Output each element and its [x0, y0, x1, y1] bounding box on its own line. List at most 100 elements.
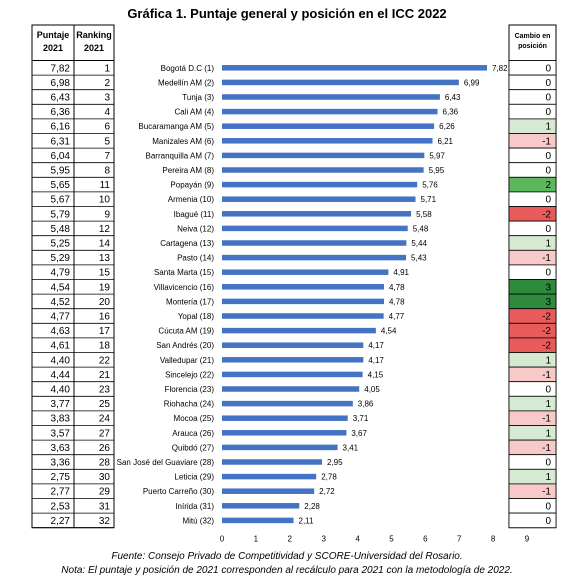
ranking-2021-cell: 12 [99, 224, 111, 235]
ranking-2021-cell: 32 [99, 516, 111, 527]
bar-value-label: 5,95 [429, 166, 445, 175]
bar-value-label: 5,48 [413, 224, 429, 233]
puntaje-2021-cell: 5,95 [51, 166, 71, 177]
bar [222, 225, 408, 232]
cambio-value: 0 [545, 151, 551, 162]
bar-value-label: 5,44 [411, 239, 427, 248]
cambio-value: 1 [545, 472, 551, 483]
category-label: Villavicencio (16) [154, 283, 215, 292]
ranking-2021-cell: 14 [99, 239, 111, 250]
ranking-2021-cell: 1 [104, 63, 110, 74]
puntaje-2021-cell: 6,36 [51, 107, 71, 118]
bar [222, 211, 412, 217]
puntaje-header-line1: Puntaje [37, 30, 70, 40]
category-label: Leticia (29) [174, 473, 214, 482]
cambio-value: 1 [545, 399, 551, 410]
x-tick-label: 1 [254, 535, 259, 544]
bar [222, 269, 389, 275]
puntaje-2021-cell: 3,83 [51, 414, 71, 425]
category-label: Tunja (3) [182, 93, 214, 102]
cambio-value: 0 [545, 195, 551, 206]
bar [222, 138, 433, 144]
x-tick-label: 3 [321, 535, 326, 544]
ranking-2021-cell: 13 [99, 253, 111, 264]
puntaje-2021-cell: 3,63 [51, 443, 71, 454]
bar-value-label: 4,17 [368, 341, 384, 350]
cambio-value: 0 [545, 516, 551, 527]
puntaje-2021-cell: 3,77 [51, 399, 71, 410]
ranking-header-line2: 2021 [84, 43, 104, 53]
bar [222, 240, 407, 246]
cambio-value: 0 [545, 458, 551, 469]
bar-value-label: 4,78 [389, 297, 405, 306]
puntaje-2021-cell: 2,77 [51, 487, 71, 498]
ranking-2021-cell: 16 [99, 312, 111, 323]
cambio-value: -2 [542, 209, 551, 220]
ranking-2021-cell: 6 [104, 122, 110, 133]
ranking-2021-cell: 17 [99, 326, 111, 337]
category-label: Riohacha (24) [164, 400, 215, 409]
category-label: Puerto Carreño (30) [143, 487, 214, 496]
ranking-header-line1: Ranking [76, 30, 112, 40]
bar [222, 79, 459, 86]
bar [222, 473, 317, 480]
puntaje-2021-cell: 4,52 [51, 297, 71, 308]
bar [222, 357, 364, 363]
cambio-value: 3 [545, 297, 551, 308]
bar [222, 254, 407, 261]
puntaje-2021-cell: 3,36 [51, 458, 71, 469]
category-label: Yopal (18) [178, 312, 215, 321]
category-label: San Andrés (20) [156, 341, 214, 350]
bar [222, 488, 315, 494]
cambio-value: -2 [542, 312, 551, 323]
bar-value-label: 3,86 [358, 400, 374, 409]
category-label: Bogotá D.C (1) [161, 64, 215, 73]
cambio-value: -2 [542, 341, 551, 352]
ranking-2021-cell: 10 [99, 195, 111, 206]
x-tick-label: 2 [288, 535, 293, 544]
bar [222, 400, 353, 407]
ranking-2021-cell: 26 [99, 443, 111, 454]
cambio-header-line1: Cambio en [515, 33, 551, 40]
bar-value-label: 5,76 [422, 181, 438, 190]
bar-value-label: 5,97 [429, 151, 445, 160]
bar-value-label: 2,72 [319, 487, 335, 496]
chart-title: Gráfica 1. Puntaje general y posición en… [127, 6, 447, 21]
ranking-2021-cell: 23 [99, 385, 111, 396]
cambio-value: 1 [545, 428, 551, 439]
ranking-2021-cell: 24 [99, 414, 111, 425]
ranking-2021-cell: 19 [99, 282, 111, 293]
category-label: Mitú (32) [182, 516, 214, 525]
bar [222, 123, 435, 129]
bar [222, 371, 363, 378]
bar [222, 284, 384, 290]
category-label: Popayán (9) [170, 181, 214, 190]
category-label: Ibagué (11) [174, 210, 215, 219]
puntaje-2021-cell: 5,48 [51, 224, 71, 235]
bar-value-label: 6,36 [443, 108, 459, 117]
category-label: Inírida (31) [175, 502, 214, 511]
cambio-header-line2: posición [518, 43, 547, 50]
puntaje-2021-cell: 7,82 [51, 63, 71, 74]
bar [222, 181, 418, 188]
bar [222, 313, 384, 319]
puntaje-2021-cell: 5,79 [51, 209, 71, 220]
cambio-value: -1 [542, 487, 551, 498]
cambio-value: -1 [542, 136, 551, 147]
bar-value-label: 3,67 [351, 429, 367, 438]
ranking-2021-cell: 22 [99, 355, 111, 366]
bar [222, 65, 488, 71]
ranking-2021-cell: 21 [99, 370, 111, 381]
footer-source: Fuente: Consejo Privado de Competitivida… [111, 551, 463, 562]
bar [222, 415, 348, 421]
bar-value-label: 6,21 [437, 137, 453, 146]
category-label: Cartagena (13) [160, 239, 214, 248]
bar [222, 167, 424, 173]
bar-value-label: 4,91 [393, 268, 409, 277]
bar [222, 327, 376, 334]
category-label: Cali AM (4) [174, 108, 214, 117]
ranking-2021-cell: 15 [99, 268, 111, 279]
ranking-2021-cell: 8 [104, 166, 110, 177]
bar-value-label: 2,11 [299, 516, 315, 525]
